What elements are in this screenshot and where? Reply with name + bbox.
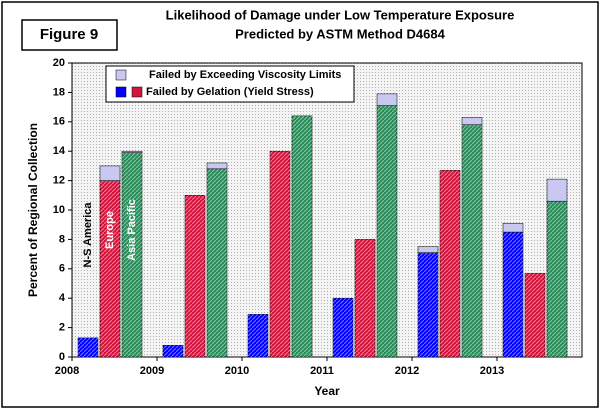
y-axis-label: Percent of Regional Collection — [26, 123, 40, 297]
bar-gelation-hatch — [122, 152, 142, 357]
bar-viscosity — [99, 165, 121, 181]
legend-swatch — [115, 69, 127, 81]
y-tick-label: 20 — [53, 57, 65, 69]
legend-swatch — [131, 86, 143, 98]
bar-gelation-hatch — [377, 105, 397, 357]
y-tick-label: 8 — [59, 233, 65, 245]
legend-label: Failed by Gelation (Yield Stress) — [146, 86, 314, 98]
y-tick-label: 16 — [53, 116, 65, 128]
figure-label-box — [21, 19, 118, 51]
x-tick-label: 2013 — [480, 365, 504, 377]
bar-viscosity — [206, 162, 228, 170]
y-tick-label: 0 — [59, 351, 65, 363]
y-tick-label: 18 — [53, 86, 65, 98]
bar-gelation-hatch — [440, 170, 460, 357]
bar-viscosity — [417, 246, 439, 253]
chart-title: Likelihood of Damage under Low Temperatu… — [166, 7, 515, 22]
region-label: N-S America — [82, 202, 94, 268]
x-tick-label: 2010 — [225, 365, 249, 377]
region-label: Asia Pacific — [126, 199, 138, 261]
x-tick-label: 2011 — [310, 365, 334, 377]
bar-gelation-hatch — [248, 314, 268, 357]
region-label: Europe — [104, 211, 116, 249]
bar-viscosity — [502, 222, 524, 233]
bar-gelation-hatch — [525, 273, 545, 357]
bar-viscosity — [546, 178, 568, 202]
y-tick-label: 10 — [53, 204, 65, 216]
bar-gelation-hatch — [207, 168, 227, 357]
bar-gelation-hatch — [78, 337, 98, 357]
x-tick-label: 2008 — [55, 365, 79, 377]
bar-gelation-hatch — [503, 232, 523, 357]
y-tick-label: 4 — [59, 292, 66, 304]
x-axis-label: Year — [314, 384, 340, 398]
legend-label: Failed by Exceeding Viscosity Limits — [149, 69, 341, 81]
y-tick-label: 2 — [59, 322, 65, 334]
bar-viscosity — [121, 150, 143, 153]
bar-gelation-hatch — [462, 124, 482, 358]
bar-gelation-hatch — [185, 195, 205, 357]
bar-viscosity — [376, 93, 398, 106]
x-tick-label: 2012 — [395, 365, 419, 377]
plot-area — [71, 62, 583, 358]
bar-gelation-hatch — [163, 345, 183, 357]
y-tick-label: 12 — [53, 175, 65, 187]
bar-gelation-hatch — [270, 151, 290, 357]
bar-gelation-hatch — [292, 115, 312, 357]
bar-gelation-hatch — [547, 201, 567, 357]
figure-label: Figure 9 — [40, 26, 98, 43]
bar-gelation-hatch — [100, 180, 120, 357]
chart-title: Predicted by ASTM Method D4684 — [235, 26, 445, 41]
bar-gelation-hatch — [355, 239, 375, 357]
legend-swatch — [115, 86, 127, 98]
legend-box — [105, 65, 355, 103]
bar-gelation-hatch — [333, 298, 353, 357]
bar-gelation-hatch — [418, 252, 438, 357]
bar-viscosity — [461, 117, 483, 125]
y-tick-label: 14 — [53, 145, 66, 157]
y-tick-label: 6 — [59, 263, 65, 275]
x-tick-label: 2009 — [140, 365, 164, 377]
